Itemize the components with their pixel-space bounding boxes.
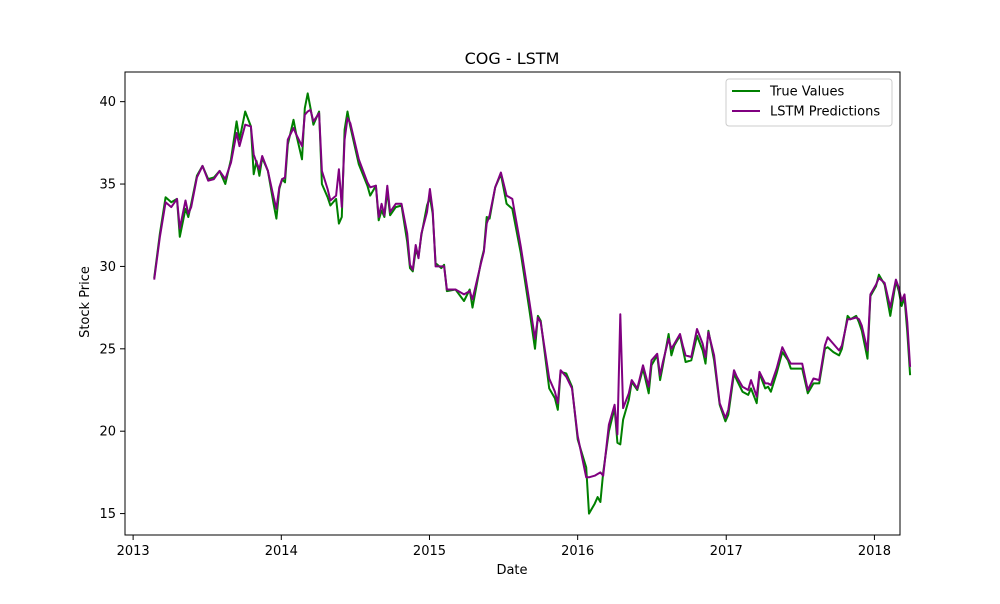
x-tick-label: 2018 bbox=[858, 544, 891, 559]
x-axis-label: Date bbox=[496, 563, 527, 578]
x-tick-label: 2013 bbox=[117, 544, 150, 559]
ticks-layer: 2013 2014 2015 2016 2017 2018 15 20 25 30 35 40 bbox=[99, 95, 891, 559]
y-axis-label: Stock Price bbox=[78, 266, 93, 338]
legend-box bbox=[725, 78, 893, 127]
y-tick-label: 35 bbox=[99, 178, 116, 193]
x-tick-label: 2014 bbox=[265, 544, 298, 559]
legend-label-lstm-predictions: LSTM Predictions bbox=[770, 105, 880, 120]
series-line-true-values bbox=[153, 92, 912, 515]
y-tick-label: 40 bbox=[99, 95, 116, 110]
x-tick-label: 2016 bbox=[561, 544, 594, 559]
x-tick-label: 2017 bbox=[710, 544, 743, 559]
y-tick-label: 20 bbox=[99, 425, 116, 440]
series-line-lstm-predictions bbox=[153, 108, 912, 479]
x-tick-label: 2015 bbox=[413, 544, 446, 559]
y-tick-label: 25 bbox=[99, 342, 116, 357]
plot-area-frame bbox=[124, 71, 901, 536]
chart-title: COG - LSTM bbox=[465, 49, 560, 68]
y-tick-label: 15 bbox=[99, 507, 116, 522]
series-layer bbox=[153, 92, 912, 515]
legend-label-true-values: True Values bbox=[769, 85, 844, 100]
y-tick-label: 30 bbox=[99, 260, 116, 275]
legend: True Values LSTM Predictions bbox=[725, 78, 893, 127]
